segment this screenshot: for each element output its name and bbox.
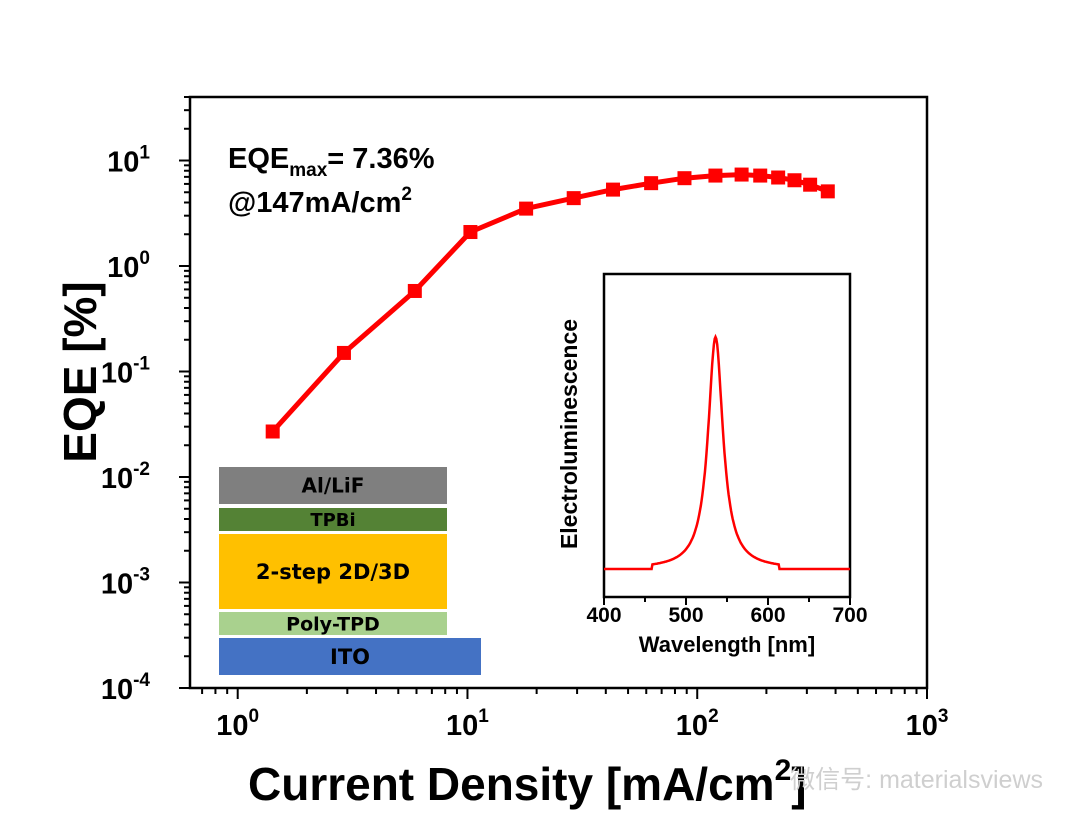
- main-plot-frame: [188, 95, 929, 690]
- el-spectrum-line: [604, 333, 850, 571]
- main-x-axis-label-sup: 2: [775, 754, 792, 787]
- main-x-axis-label-end: ]: [791, 758, 806, 810]
- eqe-max-annotation: EQEmax= 7.36%: [228, 143, 435, 181]
- eqe-data-point: [787, 173, 802, 188]
- watermark-text: 微信号: materialsviews: [790, 766, 1043, 794]
- main-y-tick-label: 10-3: [101, 565, 150, 601]
- main-y-tick-labels: 101 100 10-1 10-2 10-3 10-4: [101, 143, 151, 706]
- eqe-data-point: [644, 176, 659, 191]
- main-y-tick-label: 100: [107, 248, 150, 284]
- eqe-data-point: [708, 168, 723, 183]
- inset-y-axis-label: Electroluminescence: [556, 319, 582, 549]
- eqe-data-point: [407, 283, 422, 298]
- inset-x-axis-label: Wavelength [nm]: [639, 632, 815, 657]
- eqe-data-point: [566, 191, 581, 206]
- inset-axis-ticks: [603, 597, 851, 605]
- eqe-series-markers: [265, 167, 835, 439]
- eqe-data-point: [771, 170, 786, 185]
- device-layer-label: Poly-TPD: [286, 613, 380, 635]
- eqe-peak-current-main: @147mA/cm: [228, 187, 401, 219]
- eqe-annotation-rest: = 7.36%: [327, 143, 434, 175]
- main-y-tick-label: 10-4: [101, 670, 151, 706]
- main-y-tick-label: 10-2: [101, 459, 150, 495]
- main-axis-ticks: [179, 96, 928, 699]
- main-x-axis-label: Current Density [mA/cm2]: [248, 754, 807, 810]
- eqe-data-point: [606, 182, 621, 197]
- inset-x-tick-label: 600: [750, 604, 785, 627]
- eqe-series-line: [270, 172, 829, 434]
- main-x-tick-label: 101: [446, 706, 489, 742]
- main-x-axis-label-text: Current Density [mA/cm: [248, 758, 775, 810]
- inset-x-tick-label: 500: [668, 604, 703, 627]
- eqe-data-point: [820, 184, 835, 199]
- device-layer-block: [219, 534, 447, 609]
- eqe-data-point: [677, 171, 692, 186]
- eqe-annotation-sub: max: [289, 160, 327, 181]
- main-y-tick-label: 10-1: [101, 354, 151, 390]
- eqe-data-point: [734, 167, 749, 182]
- eqe-data-point: [803, 177, 818, 192]
- device-layer-block: [219, 638, 481, 675]
- device-layer-label: 2-step 2D/3D: [256, 560, 410, 584]
- device-layer-block: [219, 467, 447, 504]
- inset-x-tick-label: 700: [832, 604, 867, 627]
- eqe-data-point: [336, 345, 351, 360]
- device-layer-label: TPBi: [310, 510, 355, 531]
- eqe-peak-current-sup: 2: [401, 184, 412, 205]
- main-x-tick-labels: 100 101 102 103: [216, 706, 948, 742]
- main-x-tick-label: 100: [216, 706, 259, 742]
- device-layer-block: [219, 612, 447, 635]
- device-layer-label: ITO: [330, 645, 370, 669]
- device-stack-diagram: Al/LiF TPBi 2-step 2D/3D Poly-TPD ITO: [219, 467, 481, 675]
- main-x-tick-label: 102: [676, 706, 719, 742]
- inset-plot-frame: [602, 272, 852, 599]
- eqe-data-point: [753, 168, 768, 183]
- device-layer-label: Al/LiF: [302, 474, 365, 498]
- main-y-axis-label: EQE [%]: [54, 281, 106, 462]
- eqe-data-point: [519, 201, 534, 216]
- main-x-tick-label: 103: [906, 706, 949, 742]
- eqe-data-point: [463, 225, 478, 240]
- eqe-annotation-main: EQE: [228, 143, 289, 175]
- inset-x-tick-label: 400: [586, 604, 621, 627]
- eqe-peak-current-annotation: @147mA/cm2: [228, 184, 412, 219]
- eqe-data-point: [265, 424, 280, 439]
- inset-x-tick-labels: 400 500 600 700: [586, 604, 867, 627]
- device-layer-block: [219, 508, 447, 531]
- main-y-tick-label: 101: [107, 143, 150, 179]
